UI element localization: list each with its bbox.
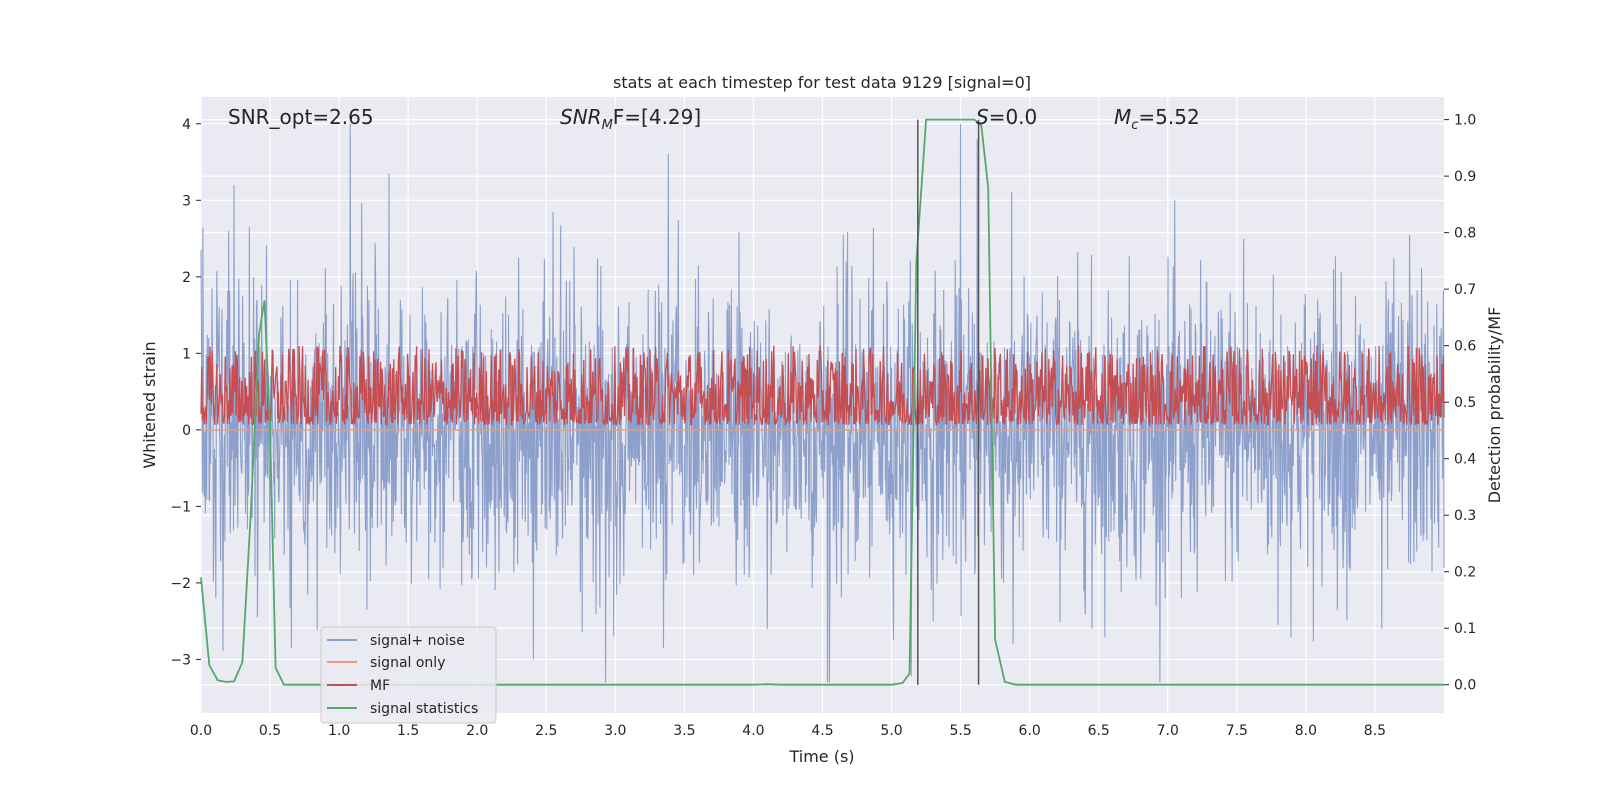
x-tick-label: 8.5 — [1364, 723, 1386, 739]
legend-label-mf: MF — [370, 678, 390, 694]
y-left-tick-label: 2 — [182, 270, 191, 286]
y-left-tick-label: 0 — [182, 423, 191, 439]
y-right-tick-label: 0.2 — [1454, 565, 1476, 581]
y-right-tick-label: 1.0 — [1454, 113, 1476, 129]
x-tick-label: 7.5 — [1226, 723, 1248, 739]
x-tick-label: 6.5 — [1088, 723, 1110, 739]
y-right-tick-label: 0.0 — [1454, 678, 1476, 694]
annotation-mc-sub: c — [1131, 118, 1138, 133]
annotation-mc-main: M — [1114, 105, 1131, 129]
annotation-snr-opt: SNR_opt=2.65 — [228, 105, 374, 129]
y-right-tick-label: 0.4 — [1454, 452, 1476, 468]
y-left-tick-label: −2 — [170, 576, 191, 592]
y-left-axis-label: Whitened strain — [140, 341, 159, 468]
y-left-tick-label: 1 — [182, 346, 191, 362]
chart-title: stats at each timestep for test data 912… — [613, 73, 1031, 92]
y-right-tick-label: 0.8 — [1454, 226, 1476, 242]
series-signal-noise — [200, 123, 1445, 683]
y-right-tick-label: 0.5 — [1454, 395, 1476, 411]
x-tick-label: 1.5 — [397, 723, 419, 739]
legend: signal+ noise signal only MF signal stat… — [320, 626, 497, 724]
legend-label-signal-noise: signal+ noise — [370, 633, 465, 649]
y-left-tick-label: −3 — [170, 652, 191, 668]
y-right-axis-ticks: 0.0 0.1 0.2 0.3 0.4 0.5 0.6 0.7 0.8 0.9 1.0 — [1444, 113, 1476, 694]
x-axis-label: Time (s) — [788, 747, 854, 766]
y-left-tick-label: 4 — [182, 117, 191, 133]
x-axis-ticks: 0.0 0.5 1.0 1.5 2.0 2.5 3.0 3.5 4.0 4.5 5.0 5.5 6.0 6… — [190, 723, 1386, 739]
x-tick-label: 4.0 — [742, 723, 764, 739]
x-tick-label: 8.0 — [1295, 723, 1317, 739]
y-right-axis-label: Detection probability/MF — [1485, 307, 1504, 504]
annotation-s: S=0.0 — [976, 105, 1037, 129]
y-right-tick-label: 0.7 — [1454, 282, 1476, 298]
x-tick-label: 2.5 — [535, 723, 557, 739]
legend-label-signal-statistics: signal statistics — [370, 701, 478, 717]
x-tick-label: 2.0 — [466, 723, 488, 739]
y-left-tick-label: 3 — [182, 193, 191, 209]
x-tick-label: 4.5 — [811, 723, 833, 739]
x-tick-label: 7.0 — [1157, 723, 1179, 739]
y-right-tick-label: 0.3 — [1454, 508, 1476, 524]
y-right-tick-label: 0.1 — [1454, 621, 1476, 637]
annotation-snr-mf-sub: M — [602, 118, 613, 133]
legend-box — [320, 626, 497, 724]
x-tick-label: 6.0 — [1019, 723, 1041, 739]
annotation-snr-mf: SNRMF=[4.29] — [560, 105, 701, 133]
annotation-mc-rest: =5.52 — [1138, 105, 1199, 129]
x-tick-label: 1.0 — [328, 723, 350, 739]
y-right-tick-label: 0.9 — [1454, 169, 1476, 185]
annotation-s-main: S — [976, 105, 989, 129]
y-right-tick-label: 0.6 — [1454, 339, 1476, 355]
x-tick-label: 5.5 — [949, 723, 971, 739]
annotation-s-rest: =0.0 — [989, 105, 1038, 129]
annotation-mc: Mc=5.52 — [1114, 105, 1200, 133]
x-tick-label: 0.5 — [259, 723, 281, 739]
legend-label-signal-only: signal only — [370, 655, 445, 671]
annotation-snr-mf-rest: F=[4.29] — [613, 105, 701, 129]
series-layer — [200, 118, 1445, 686]
series-mf — [200, 345, 1445, 427]
x-tick-label: 3.0 — [604, 723, 626, 739]
series-signal-statistics — [200, 118, 1444, 686]
annotation-snr-mf-main: SNR — [560, 105, 602, 129]
x-tick-label: 0.0 — [190, 723, 212, 739]
x-tick-label: 3.5 — [673, 723, 695, 739]
x-tick-label: 5.0 — [880, 723, 902, 739]
vertical-markers — [917, 119, 980, 685]
y-left-axis-ticks: −3 −2 −1 0 1 2 3 4 — [170, 117, 201, 668]
y-left-tick-label: −1 — [170, 499, 191, 515]
